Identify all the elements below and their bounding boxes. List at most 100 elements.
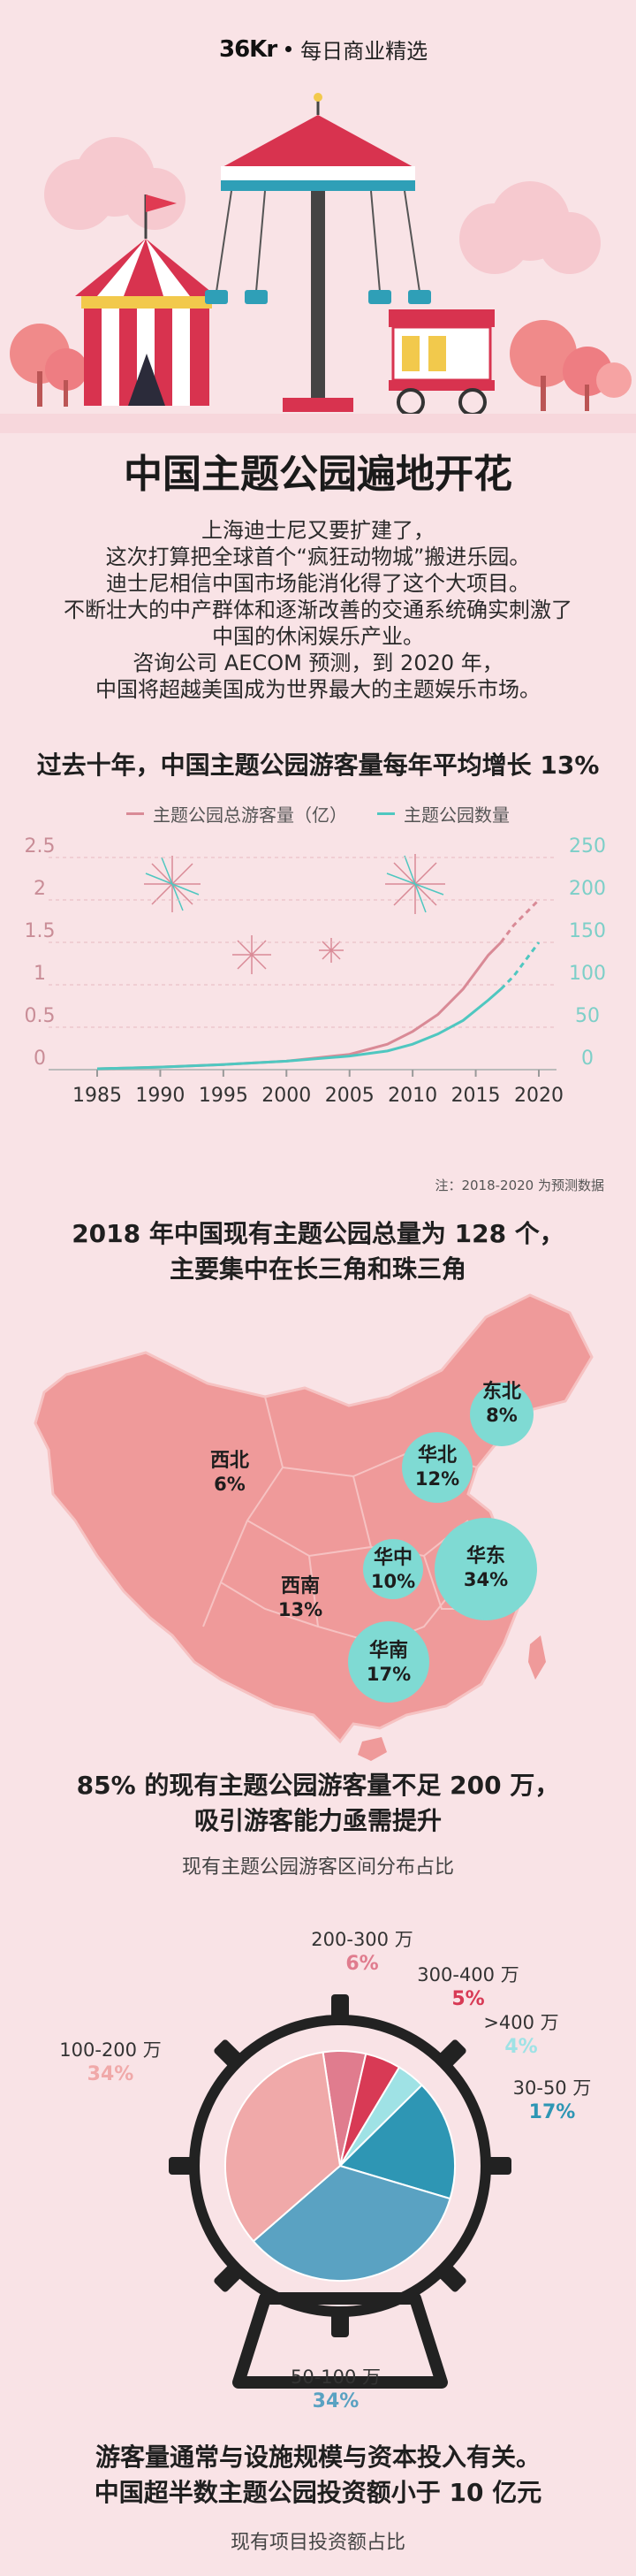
x-tick-label: 2010 — [388, 1085, 437, 1107]
wheel-cabin-icon — [214, 2039, 244, 2069]
intro-line: 咨询公司 AECOM 预测，到 2020 年， — [132, 651, 504, 675]
bubble-huanan — [348, 1621, 429, 1703]
map-label-dongbei: 东北 8% — [475, 1381, 528, 1427]
x-tick-label: 2020 — [514, 1085, 564, 1107]
brand[interactable]: 36Kr 每日商业精选 — [219, 34, 428, 65]
region-name: 西北 — [209, 1450, 249, 1472]
wheel-cabin-icon — [483, 2157, 511, 2175]
y-right-tick-label: 0 — [581, 1048, 594, 1070]
pie-slice-pct: 4% — [504, 2036, 538, 2058]
map-label-huanan: 华南 17% — [362, 1640, 415, 1686]
section4-title: 游客量通常与设施规模与资本投入有关。 中国超半数主题公园投资额小于 10 亿元 — [0, 2440, 636, 2511]
y-right-tick-label: 150 — [569, 920, 606, 942]
china-map — [34, 1293, 594, 1761]
taiwan-shape — [528, 1635, 546, 1680]
right-trees-icon — [510, 320, 632, 411]
x-tick-label: 1990 — [135, 1085, 185, 1107]
pie-slice-pct: 34% — [87, 2063, 134, 2085]
swing-ride-icon — [205, 93, 431, 412]
pie-label-300-400: 300-400 万 5% — [398, 1962, 539, 2012]
pie-slice-pct: 17% — [528, 2101, 576, 2123]
map-label-huabei: 华北 12% — [411, 1444, 464, 1490]
section3-title: 85% 的现有主题公园游客量不足 200 万， 吸引游客能力亟需提升 — [0, 1768, 636, 1839]
pie-label-over400: >400 万 4% — [468, 2010, 574, 2060]
pie-slices — [224, 2050, 456, 2282]
bubble-dongbei — [470, 1383, 534, 1446]
brand-slogan: 每日商业精选 — [300, 39, 428, 64]
line-chart: 0 0.5 1 1.5 2 2.5 0 50 100 150 200 250 1985 1990 199… — [25, 835, 607, 1107]
region-name: 华北 — [417, 1444, 457, 1467]
region-share: 13% — [277, 1599, 323, 1620]
legend-item-visitors: 主题公园总游客量（亿） — [126, 801, 347, 827]
y-left-tick-label: 0 — [34, 1048, 46, 1070]
section3-subtitle: 现有主题公园游客区间分布占比 — [181, 1856, 454, 1879]
pie-slice-name: >400 万 — [483, 2012, 559, 2033]
wheel-cabin-icon — [436, 2039, 466, 2069]
series-line-1 — [96, 987, 503, 1071]
pie-slice-pct: 6% — [345, 1953, 379, 1975]
intro-line: 迪士尼相信中国市场能消化得了这个大项目。 — [106, 571, 530, 596]
pie-label-30-50: 30-50 万 17% — [499, 2076, 605, 2125]
section3-title-line2: 吸引游客能力亟需提升 — [193, 1806, 442, 1835]
pie-slice-3 — [338, 2084, 456, 2200]
wheel-cabin-icon — [331, 2309, 349, 2337]
wheel-cabin-icon — [331, 1994, 349, 2023]
legend-swatch — [377, 812, 395, 815]
pie-slice-name: 50-100 万 — [290, 2366, 382, 2388]
x-tick-label: 2005 — [325, 1085, 375, 1107]
pie-slice-name: 300-400 万 — [417, 1964, 519, 1985]
region-bubbles — [348, 1383, 537, 1703]
bubble-huazhong — [363, 1539, 423, 1599]
brand-logo: 36Kr — [219, 35, 277, 63]
brand-dot — [285, 46, 292, 52]
region-name: 华东 — [466, 1545, 505, 1567]
legend-swatch — [126, 812, 144, 815]
intro-paragraph: 上海迪士尼又要扩建了， 这次打算把全球首个“疯狂动物城”搬进乐园。 迪士尼相信中… — [53, 517, 583, 703]
pie-slice-4 — [252, 2164, 451, 2282]
left-trees-icon — [10, 324, 87, 407]
x-tick-label: 1985 — [72, 1085, 122, 1107]
china-map-shape — [34, 1293, 594, 1744]
line-chart-gridlines — [49, 857, 556, 1071]
series-line-0 — [96, 941, 503, 1071]
map-label-huazhong: 华中 10% — [367, 1547, 420, 1593]
intro-line: 中国将超越美国成为世界最大的主题娱乐市场。 — [95, 677, 541, 702]
region-name: 东北 — [481, 1381, 521, 1403]
wheel-cabin-icon — [169, 2157, 197, 2175]
pie-chart — [169, 1994, 511, 2389]
legend-label: 主题公园总游客量（亿） — [153, 804, 347, 826]
section2-title: 2018 年中国现有主题公园总量为 128 个， 主要集中在长三角和珠三角 — [0, 1216, 636, 1287]
line-chart-legend: 主题公园总游客量（亿） 主题公园数量 — [0, 801, 636, 827]
line-chart-series — [96, 898, 541, 1071]
y-right-tick-label: 50 — [575, 1005, 600, 1027]
section4-title-line1: 游客量通常与设施规模与资本投入有关。 — [95, 2443, 541, 2472]
line-chart-y-left-ticks: 0 0.5 1 1.5 2 2.5 — [25, 835, 56, 1070]
pie-slice-pct: 5% — [451, 1988, 485, 2010]
header: 36Kr 每日商业精选 — [0, 0, 636, 88]
x-tick-label: 1995 — [199, 1085, 248, 1107]
ferris-wheel-frame-icon — [169, 1994, 511, 2389]
region-share: 12% — [414, 1468, 460, 1490]
y-left-tick-label: 2.5 — [25, 835, 56, 857]
intro-line: 不断壮大的中产群体和逐渐改善的交通系统确实刺激了 — [64, 598, 572, 622]
pie-slice-pct: 34% — [312, 2390, 360, 2412]
hero-illustration — [0, 93, 636, 433]
y-right-tick-label: 100 — [569, 963, 606, 985]
wheel-cabin-icon — [214, 2262, 244, 2292]
series-projection-0 — [499, 898, 541, 943]
x-tick-label: 2015 — [451, 1085, 501, 1107]
section2-title-line1: 2018 年中国现有主题公园总量为 128 个， — [72, 1219, 564, 1248]
region-name: 西南 — [280, 1575, 320, 1597]
firework-icon — [144, 854, 445, 974]
circus-tent-icon — [75, 194, 216, 406]
hainan-shape — [358, 1737, 387, 1761]
bubble-huadong — [435, 1518, 537, 1620]
region-share: 6% — [214, 1474, 246, 1495]
chart-note: 注：2018-2020 为预测数据 — [435, 1177, 604, 1193]
region-share: 8% — [486, 1405, 518, 1426]
pie-label-100-200: 100-200 万 34% — [35, 2038, 186, 2087]
section4-subtitle: 现有项目投资额占比 — [230, 2532, 405, 2554]
background-cloud-icon — [44, 137, 601, 274]
wheel-cabin-icon — [436, 2262, 466, 2292]
line-chart-x-ticks: 1985 1990 1995 2000 2005 2010 2015 2020 — [72, 1070, 564, 1107]
